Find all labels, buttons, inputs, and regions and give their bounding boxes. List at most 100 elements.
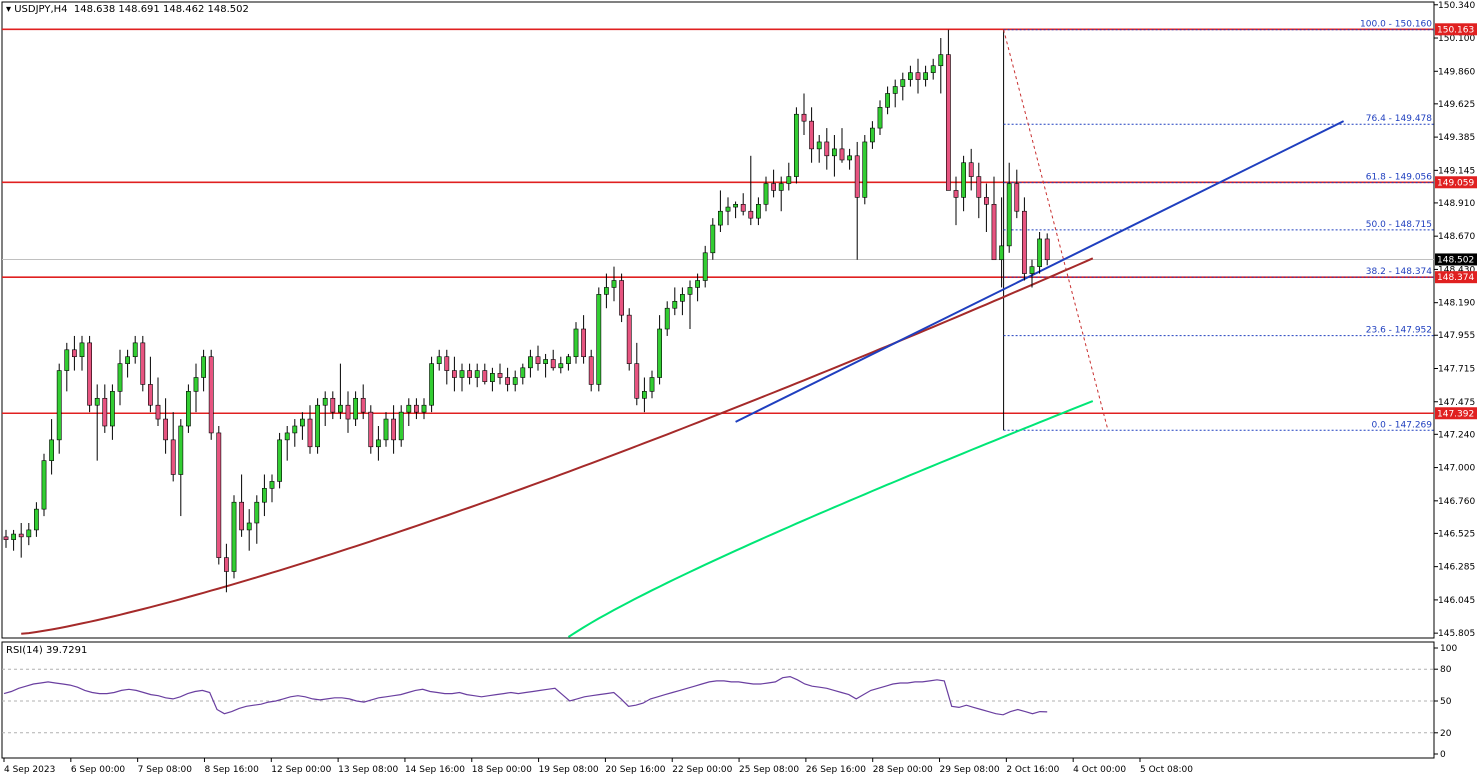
- bull-candle: [573, 328, 579, 358]
- time-tick-label: 12 Sep 00:00: [271, 765, 331, 775]
- bear-candle: [839, 148, 845, 161]
- bull-candle: [695, 280, 700, 288]
- bear-candle: [307, 418, 313, 448]
- bull-candle: [436, 356, 442, 364]
- price-tick-label: 148.670: [1438, 232, 1475, 242]
- bear-candle: [497, 373, 503, 378]
- bear-candle: [991, 204, 997, 261]
- bull-candle: [755, 204, 761, 219]
- time-tick-label: 8 Sep 16:00: [204, 765, 259, 775]
- time-tick-label: 6 Sep 00:00: [71, 765, 126, 775]
- bear-candle: [330, 397, 336, 413]
- bull-candle: [869, 127, 875, 143]
- sma-slow-line: [567, 400, 1094, 638]
- bull-candle: [763, 183, 769, 205]
- bull-candle: [322, 397, 328, 406]
- bull-candle: [717, 210, 723, 226]
- bear-candle: [1044, 238, 1050, 261]
- bear-candle: [155, 404, 161, 420]
- current-price-tag-box: [1435, 253, 1477, 266]
- bull-candle: [664, 307, 670, 330]
- bear-candle: [535, 356, 541, 364]
- price-tag-box: [1435, 271, 1477, 284]
- bull-candle: [603, 287, 609, 295]
- bear-candle: [619, 280, 624, 316]
- bear-candle: [550, 359, 556, 369]
- bear-candle: [360, 397, 366, 413]
- price-tick-label: 148.190: [1438, 299, 1475, 309]
- fib-level-label: 0.0 - 147.269: [1372, 420, 1433, 430]
- fib-level-label: 100.0 - 150.160: [1360, 20, 1432, 30]
- bear-candle: [163, 418, 168, 441]
- bull-candle: [543, 359, 548, 364]
- fib-level-label: 50.0 - 148.715: [1366, 220, 1432, 230]
- bull-candle: [679, 294, 685, 302]
- bear-candle: [148, 384, 153, 406]
- bull-candle: [337, 404, 343, 413]
- dropdown-triangle-icon[interactable]: ▾: [6, 4, 12, 15]
- price-tick-label: 148.430: [1438, 265, 1475, 275]
- bear-candle: [740, 204, 746, 212]
- time-tick-label: 18 Sep 00:00: [472, 765, 532, 775]
- price-tick-label: 149.860: [1438, 67, 1475, 77]
- bull-candle: [527, 356, 533, 369]
- bear-candle: [581, 328, 586, 358]
- rsi-tick-label: 100: [1440, 644, 1457, 654]
- bear-candle: [3, 536, 9, 540]
- bull-candle: [862, 141, 868, 198]
- high-value: 148.691: [118, 4, 160, 15]
- time-tick-label: 26 Sep 16:00: [806, 765, 866, 775]
- rsi-value: 39.7291: [45, 645, 88, 656]
- price-tick-label: 147.475: [1438, 398, 1475, 408]
- bear-candle: [854, 155, 860, 198]
- bear-candle: [102, 397, 108, 427]
- bull-candle: [125, 356, 130, 364]
- bull-candle: [961, 162, 966, 198]
- bull-candle: [672, 300, 678, 309]
- bull-candle: [117, 363, 123, 392]
- bear-candle: [72, 349, 77, 358]
- bear-candle: [588, 356, 594, 385]
- bull-candle: [94, 397, 100, 406]
- chart-header: ▾ USDJPY,H4 148.638 148.691 148.462 148.…: [6, 4, 249, 15]
- bull-candle: [847, 155, 852, 161]
- fib-level-label: 61.8 - 149.056: [1366, 173, 1432, 183]
- bear-candle: [18, 533, 24, 538]
- bear-candle: [216, 432, 222, 558]
- rsi-tick-label: 20: [1440, 729, 1452, 739]
- bear-candle: [983, 197, 989, 205]
- time-tick-label: 13 Sep 08:00: [338, 765, 398, 775]
- price-tick-label: 145.805: [1438, 629, 1475, 639]
- price-tag-label: 150.163: [1437, 25, 1474, 35]
- bear-candle: [968, 162, 974, 177]
- low-value: 148.462: [162, 4, 205, 15]
- rsi-header: RSI(14) 39.7291: [6, 645, 87, 656]
- bull-candle: [1029, 266, 1035, 274]
- bear-candle: [809, 120, 814, 150]
- bull-candle: [186, 391, 191, 427]
- time-tick-label: 14 Sep 16:00: [405, 765, 465, 775]
- bear-candle: [976, 176, 982, 198]
- bull-candle: [459, 370, 465, 378]
- bull-candle: [110, 391, 115, 427]
- bear-candle: [413, 404, 419, 413]
- bear-candle: [634, 363, 640, 399]
- time-tick-label: 29 Sep 08:00: [940, 765, 1000, 775]
- bull-candle: [11, 533, 16, 540]
- bull-candle: [793, 113, 799, 177]
- bull-candle: [292, 425, 298, 434]
- bear-candle: [771, 183, 776, 191]
- bull-candle: [315, 404, 320, 448]
- symbol-label: USDJPY,H4: [14, 4, 68, 15]
- price-tick-label: 149.625: [1438, 100, 1475, 110]
- bull-candle: [64, 349, 70, 371]
- bull-candle: [406, 404, 412, 413]
- time-tick-label: 2 Oct 16:00: [1006, 765, 1059, 775]
- price-tag-box: [1435, 176, 1477, 189]
- bear-candle: [748, 210, 754, 219]
- bull-candle: [489, 373, 495, 382]
- bear-candle: [482, 370, 488, 382]
- bull-candle: [261, 488, 267, 503]
